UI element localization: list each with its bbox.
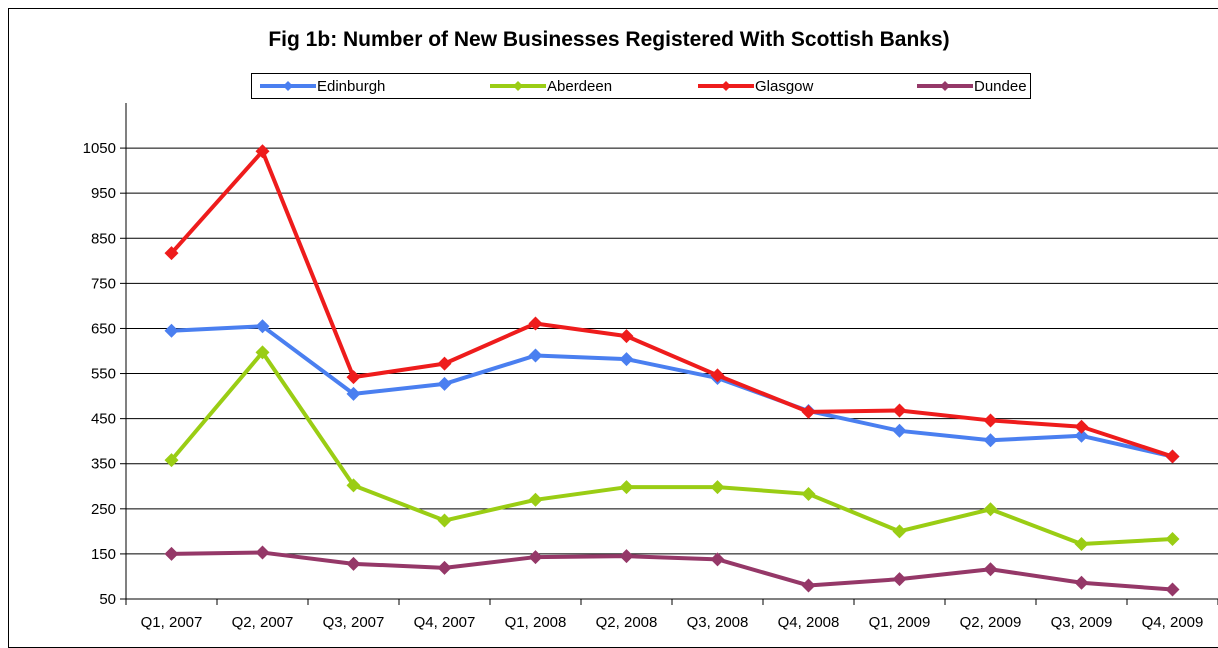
point-glasgow-q3-2009 — [1074, 419, 1089, 434]
point-glasgow-q4-2007 — [437, 356, 452, 371]
series-glasgow — [164, 144, 1180, 464]
point-aberdeen-q1-2008 — [528, 492, 543, 507]
series-aberdeen — [164, 345, 1180, 551]
legend-item-edinburgh: Edinburgh — [260, 74, 385, 98]
y-tick-label-50: 50 — [99, 591, 116, 608]
point-dundee-q2-2008 — [619, 549, 634, 564]
point-dundee-q2-2007 — [255, 545, 270, 560]
x-tick-label-q3-2009: Q3, 2009 — [1051, 614, 1113, 631]
x-tick-label-q1-2008: Q1, 2008 — [505, 614, 567, 631]
x-tick-label-q2-2008: Q2, 2008 — [596, 614, 658, 631]
point-aberdeen-q4-2009 — [1165, 532, 1180, 547]
x-tick-label-q3-2007: Q3, 2007 — [323, 614, 385, 631]
point-dundee-q4-2007 — [437, 560, 452, 575]
point-glasgow-q1-2009 — [892, 403, 907, 418]
point-aberdeen-q3-2008 — [710, 480, 725, 495]
y-tick-label-450: 450 — [91, 411, 116, 428]
series-line-edinburgh — [171, 324, 1173, 459]
point-dundee-q1-2008 — [528, 550, 543, 565]
point-glasgow-q2-2007 — [255, 144, 270, 159]
legend-marker-edinburgh — [260, 81, 316, 91]
point-dundee-q4-2008 — [801, 578, 816, 593]
point-glasgow-q2-2009 — [983, 413, 998, 428]
point-glasgow-q3-2007 — [346, 370, 361, 385]
point-edinburgh-q4-2007 — [437, 376, 452, 391]
point-dundee-q3-2008 — [710, 552, 725, 567]
x-tick-label-q1-2009: Q1, 2009 — [869, 614, 931, 631]
point-glasgow-q1-2008 — [528, 316, 543, 331]
point-aberdeen-q2-2009 — [983, 502, 998, 517]
y-tick-label-550: 550 — [91, 366, 116, 383]
point-aberdeen-q3-2009 — [1074, 536, 1089, 551]
series-dundee — [164, 545, 1180, 597]
point-edinburgh-q1-2009 — [892, 423, 907, 438]
point-dundee-q3-2007 — [346, 556, 361, 571]
series-line-aberdeen — [169, 350, 1173, 546]
y-tick-label-950: 950 — [91, 185, 116, 202]
point-dundee-q1-2009 — [892, 572, 907, 587]
y-tick-label-1050: 1050 — [83, 140, 116, 157]
point-glasgow-q2-2008 — [619, 329, 634, 344]
y-tick-label-850: 850 — [91, 230, 116, 247]
point-edinburgh-q3-2007 — [346, 386, 361, 401]
point-glasgow-q4-2008 — [801, 404, 816, 419]
x-tick-label-q2-2007: Q2, 2007 — [232, 614, 294, 631]
legend-marker-glasgow — [698, 81, 754, 91]
legend-item-aberdeen: Aberdeen — [490, 74, 612, 98]
point-glasgow-q4-2009 — [1165, 449, 1180, 464]
x-tick-label-q1-2007: Q1, 2007 — [141, 614, 203, 631]
point-edinburgh-q2-2009 — [983, 433, 998, 448]
x-tick-label-q4-2007: Q4, 2007 — [414, 614, 476, 631]
y-tick-label-350: 350 — [91, 456, 116, 473]
point-dundee-q4-2009 — [1165, 582, 1180, 597]
point-edinburgh-q3-2009 — [1074, 428, 1089, 443]
x-tick-label-q4-2009: Q4, 2009 — [1142, 614, 1204, 631]
legend-label-aberdeen: Aberdeen — [547, 77, 613, 95]
point-edinburgh-q1-2008 — [528, 348, 543, 363]
point-aberdeen-q1-2007 — [164, 453, 179, 468]
series-edinburgh — [164, 319, 1180, 464]
x-tick-label-q2-2009: Q2, 2009 — [960, 614, 1022, 631]
point-dundee-q1-2007 — [164, 546, 179, 561]
point-aberdeen-q2-2008 — [619, 480, 634, 495]
series-lines — [164, 144, 1180, 597]
point-aberdeen-q4-2008 — [801, 486, 816, 501]
axes — [120, 103, 1218, 605]
legend-label-dundee: Dundee — [974, 77, 1027, 95]
point-edinburgh-q2-2007 — [255, 319, 270, 334]
point-edinburgh-q1-2007 — [164, 323, 179, 338]
legend-marker-aberdeen — [490, 81, 546, 91]
point-aberdeen-q4-2007 — [437, 513, 452, 528]
y-tick-label-650: 650 — [91, 320, 116, 337]
point-dundee-q3-2009 — [1074, 575, 1089, 590]
chart-title: Fig 1b: Number of New Businesses Registe… — [268, 28, 950, 51]
point-aberdeen-q3-2007 — [346, 478, 361, 493]
gridlines — [126, 147, 1218, 555]
y-tick-label-750: 750 — [91, 275, 116, 292]
legend: Edinburgh Aberdeen Glasgow Dundee — [251, 73, 1031, 99]
legend-label-edinburgh: Edinburgh — [317, 77, 386, 95]
point-aberdeen-q1-2009 — [892, 524, 907, 539]
point-dundee-q2-2009 — [983, 562, 998, 577]
legend-label-glasgow: Glasgow — [755, 77, 814, 95]
legend-marker-dundee — [917, 81, 973, 91]
y-tick-labels: 50 150 250 350 450 550 650 750 850 950 1050 — [83, 140, 116, 608]
y-tick-label-150: 150 — [91, 546, 116, 563]
legend-item-dundee: Dundee — [917, 74, 1027, 98]
point-aberdeen-q2-2007 — [255, 345, 270, 360]
point-glasgow-q3-2008 — [710, 368, 725, 383]
series-line-dundee — [171, 550, 1173, 592]
y-tick-label-250: 250 — [91, 501, 116, 518]
x-tick-label-q4-2008: Q4, 2008 — [778, 614, 840, 631]
legend-item-glasgow: Glasgow — [698, 74, 813, 98]
point-edinburgh-q2-2008 — [619, 352, 634, 367]
series-line-glasgow — [170, 149, 1174, 459]
point-glasgow-q1-2007 — [164, 246, 179, 261]
x-tick-label-q3-2008: Q3, 2008 — [687, 614, 749, 631]
x-tick-labels: Q1, 2007 Q2, 2007 Q3, 2007 Q4, 2007 Q1, 2008… — [141, 614, 1204, 631]
